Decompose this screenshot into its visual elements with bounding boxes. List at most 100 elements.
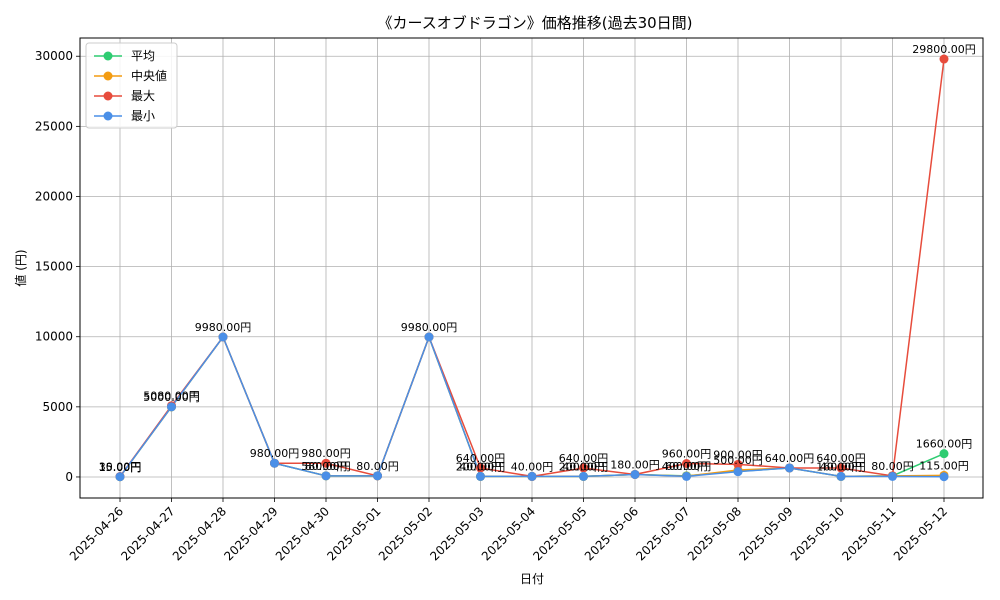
data-point (579, 471, 588, 481)
legend-label: 中央値 (131, 68, 167, 83)
data-label: 640.00円 (816, 452, 866, 465)
data-label: 400.00円 (662, 460, 712, 473)
x-tick-label: 2025-05-11 (839, 504, 898, 563)
data-point (630, 469, 640, 479)
data-label: 640.00円 (559, 452, 609, 465)
x-tick-label: 2025-05-03 (427, 504, 486, 563)
y-tick-label: 25000 (35, 119, 73, 133)
data-label: 640.00円 (765, 452, 815, 465)
legend-label: 最大 (131, 89, 155, 103)
data-point (218, 332, 228, 342)
data-label: 9980.00円 (401, 321, 458, 334)
data-label: 30.00円 (99, 461, 142, 474)
y-tick-label: 10000 (35, 330, 73, 344)
data-label: 9980.00円 (195, 321, 252, 334)
data-label: 580.00円 (301, 460, 351, 473)
y-axis: 0 5000 10000 15000 20000 25000 30000 (35, 49, 80, 484)
data-label: 980.00円 (250, 447, 300, 460)
data-label: 40.00円 (562, 460, 605, 473)
chart-title: 《カースオブドラゴン》価格推移(過去30日間) (377, 14, 692, 32)
data-label: 200.00円 (456, 460, 506, 473)
x-tick-label: 2025-04-30 (273, 504, 332, 563)
y-tick-label: 20000 (35, 189, 73, 203)
data-label: 980.00円 (301, 447, 351, 460)
y-tick-label: 5000 (42, 400, 73, 414)
x-axis-label: 日付 (520, 572, 544, 586)
legend-swatch-marker (103, 91, 113, 101)
data-label: 15.00円 (99, 461, 142, 474)
data-label: 80.00円 (871, 460, 914, 473)
data-label: 1660.00円 (916, 438, 973, 451)
data-point (321, 471, 331, 481)
x-tick-label: 2025-05-04 (479, 504, 538, 563)
legend-box (85, 42, 178, 129)
data-label: 115.00円 (919, 459, 969, 472)
data-point (836, 471, 846, 481)
data-point (527, 471, 537, 481)
data-point (785, 463, 794, 473)
data-point (682, 459, 691, 468)
x-tick-label: 2025-04-28 (170, 504, 229, 563)
y-tick-label: 15000 (35, 260, 73, 274)
data-labels: 15.00円15.00円30.00円5000.00円5080.00円9980.0… (99, 43, 976, 474)
data-point (939, 449, 949, 459)
data-point (733, 467, 743, 477)
data-point (115, 472, 125, 482)
x-tick-label: 2025-04-26 (67, 504, 126, 563)
legend-label: 平均 (131, 49, 155, 63)
data-point (424, 332, 434, 342)
data-point (321, 458, 331, 468)
y-tick-label: 30000 (35, 49, 73, 63)
data-point (733, 459, 743, 469)
x-tick-label: 2025-05-02 (376, 504, 435, 563)
data-point (167, 402, 176, 412)
data-label: 900.00円 (713, 448, 763, 461)
data-label: 640.00円 (456, 452, 506, 465)
data-label: 15.00円 (99, 461, 142, 474)
series-points (115, 54, 949, 482)
data-label: 180.00円 (610, 458, 660, 471)
legend-swatch-marker (103, 51, 113, 61)
x-tick-label: 2025-05-01 (324, 504, 383, 563)
data-label: 200.00円 (559, 460, 609, 473)
data-point (476, 471, 485, 481)
plot-area-frame (79, 37, 984, 499)
data-label: 5000.00円 (143, 391, 200, 404)
legend-swatch-marker (103, 71, 113, 81)
x-tick-label: 2025-04-29 (221, 504, 280, 563)
x-tick-label: 2025-05-08 (685, 504, 744, 563)
data-point (579, 463, 588, 473)
data-label: 40.00円 (459, 460, 502, 473)
data-point (939, 54, 949, 64)
x-tick-label: 2025-05-09 (736, 504, 795, 563)
legend-label: 最小 (131, 109, 155, 123)
data-label: 500.00円 (713, 454, 763, 467)
data-label: 80.00円 (356, 460, 399, 473)
x-tick-label: 2025-05-12 (891, 504, 950, 563)
x-tick-label: 2025-05-05 (530, 504, 589, 563)
grid (80, 38, 983, 498)
y-tick-label: 0 (65, 470, 73, 484)
data-label: 5080.00円 (143, 390, 200, 403)
data-point (836, 463, 846, 473)
x-axis: 2025-04-262025-04-272025-04-282025-04-29… (67, 498, 950, 563)
legend-swatch-marker (103, 111, 113, 121)
data-label: 40.00円 (820, 460, 863, 473)
data-point (939, 472, 949, 482)
data-point (476, 463, 485, 473)
data-point (682, 471, 691, 481)
data-label: 960.00円 (662, 448, 712, 461)
data-label: 40.00円 (511, 460, 554, 473)
data-label: 29800.00円 (912, 43, 976, 56)
data-label: 160.00円 (816, 460, 866, 473)
x-tick-label: 2025-05-06 (582, 504, 641, 563)
data-point (270, 458, 279, 468)
data-label: 80.00円 (305, 460, 348, 473)
x-tick-label: 2025-05-07 (633, 504, 692, 563)
x-tick-label: 2025-05-10 (788, 504, 847, 563)
x-tick-label: 2025-04-27 (118, 504, 177, 563)
y-axis-label: 値 (円) (13, 249, 28, 286)
data-label: 60.00円 (665, 460, 708, 473)
